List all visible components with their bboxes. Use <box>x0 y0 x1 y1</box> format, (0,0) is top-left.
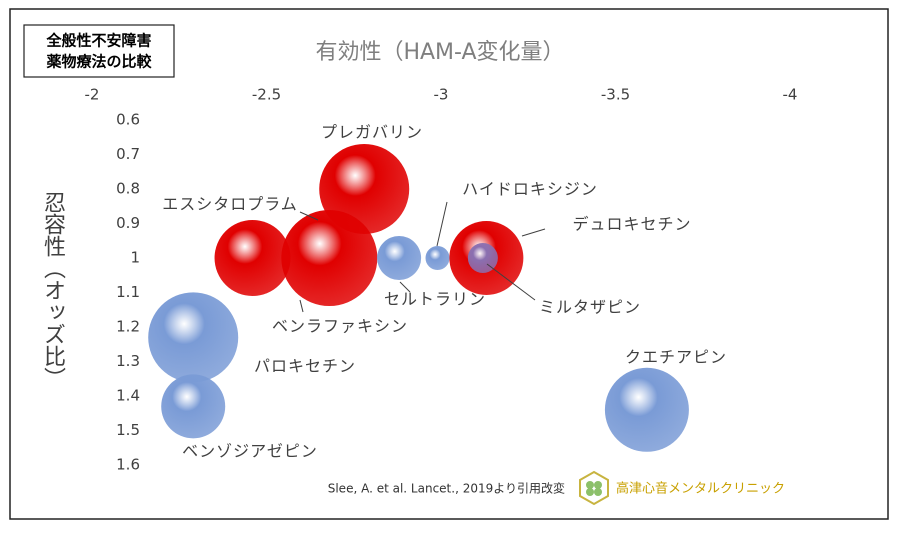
y-tick-label: 1.3 <box>116 352 140 370</box>
y-tick-label: 1 <box>130 249 140 267</box>
point-label: ハイドロキシジン <box>462 180 598 199</box>
y-tick-label: 0.9 <box>116 214 140 232</box>
bubble <box>425 246 450 270</box>
leader-line <box>521 228 546 237</box>
y-tick-label: 1.2 <box>116 318 140 336</box>
x-tick-label: -3.5 <box>601 86 630 104</box>
leader-line <box>399 281 411 293</box>
chart-title: 全般性不安障害 <box>45 32 151 50</box>
point-label: プレガバリン <box>321 123 423 142</box>
leader-line <box>299 299 304 313</box>
point-label: デュロキセチン <box>572 215 691 234</box>
bubble <box>148 292 239 383</box>
x-tick-label: -3 <box>434 86 449 104</box>
point-label: セルトラリン <box>384 290 486 309</box>
y-tick-label: 1.6 <box>116 456 140 474</box>
point-label: ベンゾジアゼピン <box>182 442 318 461</box>
bubble <box>467 243 498 273</box>
y-tick-label: 1.5 <box>116 421 140 439</box>
title-box <box>23 24 175 78</box>
bubble <box>281 210 378 306</box>
bubble <box>161 374 226 439</box>
point-label: ミルタザピン <box>539 298 641 317</box>
point-label: ベンラファキシン <box>272 317 408 336</box>
leader-line <box>436 201 448 247</box>
source: Slee, A. et al. Lancet., 2019より引用改変 <box>328 481 565 496</box>
leader-line <box>299 211 319 221</box>
chart-title: 薬物療法の比較 <box>45 53 152 71</box>
y-tick-label: 0.8 <box>116 180 140 198</box>
leader-line <box>486 263 536 301</box>
x-tick-label: -2 <box>85 86 100 104</box>
y-tick-label: 0.7 <box>116 145 140 163</box>
y-tick-label: 1.4 <box>116 387 140 405</box>
y-tick-label: 0.6 <box>116 111 140 129</box>
bubble <box>319 144 410 234</box>
bubble <box>604 367 689 452</box>
x-tick-label: -2.5 <box>252 86 281 104</box>
x-axis-title: 有効性（HAM-A変化量） <box>315 40 564 65</box>
point-label: パロキセチン <box>254 357 356 376</box>
y-tick-label: 1.1 <box>116 283 140 301</box>
point-label: クエチアピン <box>625 348 727 367</box>
x-tick-label: -4 <box>783 86 798 104</box>
y-axis-title: 忍容性（オッズ比） <box>40 191 66 389</box>
point-label: エスシタロプラム <box>162 195 298 214</box>
bubble <box>377 236 422 280</box>
frame <box>9 8 889 520</box>
logo-text: 高津心音メンタルクリニック <box>616 481 785 497</box>
logo <box>579 470 609 506</box>
bubble <box>214 220 291 296</box>
